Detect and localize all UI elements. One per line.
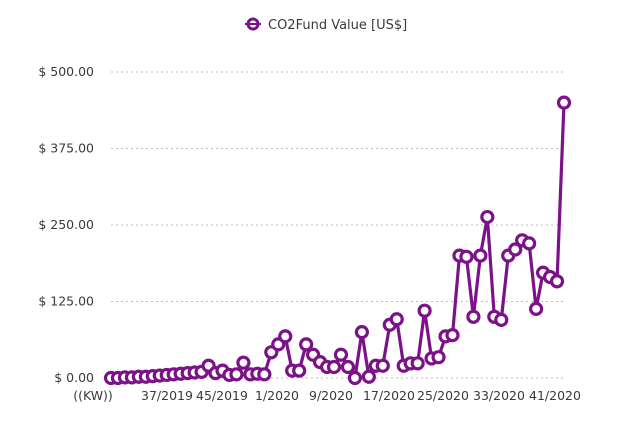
x-axis: ((KW)) 37/2019 45/2019 1/2020 9/2020 17/2020 2…: [73, 388, 581, 403]
data-point: [347, 370, 363, 386]
x-tick-label: 45/2019: [196, 388, 248, 403]
data-point: [410, 356, 425, 371]
data-point: [375, 358, 390, 373]
data-point: [480, 209, 495, 225]
data-point: [494, 312, 509, 327]
y-tick-label: $ 500.00: [38, 64, 94, 79]
data-point: [361, 369, 376, 384]
data-point: [229, 367, 244, 382]
y-axis: $ 0.00 $ 125.00 $ 250.00 $ 375.00 $ 500.00: [38, 64, 94, 385]
data-point: [473, 248, 488, 263]
x-tick-label: 1/2020: [255, 388, 299, 403]
legend: CO2Fund Value [US$]: [245, 17, 407, 33]
data-point: [340, 359, 356, 375]
series-points-group: [103, 95, 572, 386]
data-point: [466, 309, 481, 324]
data-point: [549, 274, 565, 289]
x-tick-label: 37/2019: [141, 388, 193, 403]
data-point: [529, 301, 544, 316]
data-point: [299, 337, 314, 352]
legend-label: CO2Fund Value [US$]: [268, 18, 407, 33]
x-tick-label: 25/2020: [417, 388, 469, 403]
x-tick-label: 41/2020: [529, 388, 581, 403]
series-line-group: [109, 100, 566, 380]
y-tick-label: $ 375.00: [38, 141, 94, 156]
x-tick-label: 33/2020: [473, 388, 525, 403]
y-tick-label: $ 0.00: [54, 370, 94, 385]
data-point: [333, 347, 349, 362]
data-point: [278, 329, 293, 344]
x-tick-label: ((KW)): [73, 388, 113, 403]
data-point: [431, 350, 446, 365]
data-point: [326, 359, 342, 375]
y-grid: [111, 71, 565, 379]
data-point: [508, 242, 523, 257]
data-point: [292, 363, 307, 378]
data-point: [236, 355, 251, 370]
data-point: [459, 249, 474, 264]
x-tick-label: 17/2020: [363, 388, 415, 403]
x-tick-label: 9/2020: [309, 388, 353, 403]
data-point: [257, 367, 272, 382]
y-tick-label: $ 125.00: [38, 294, 94, 309]
series-line: [109, 100, 566, 380]
data-point: [389, 312, 404, 327]
data-point: [417, 303, 432, 318]
y-tick-label: $ 250.00: [38, 217, 94, 232]
data-point: [445, 328, 460, 343]
data-point: [522, 236, 537, 251]
data-point: [354, 325, 369, 340]
data-point: [556, 95, 572, 110]
